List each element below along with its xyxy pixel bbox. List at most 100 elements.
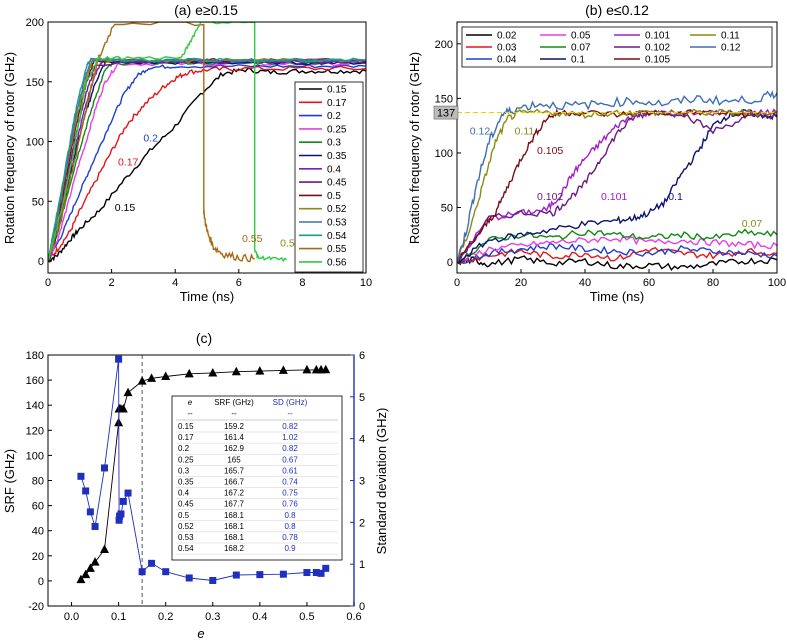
series-annotation: 0.12	[470, 125, 491, 137]
legend-label: 0.02	[497, 31, 517, 42]
legend-label: 0.07	[571, 43, 591, 54]
table-cell: 0.74	[282, 478, 298, 487]
legend-label: 0.105	[645, 55, 670, 66]
y-right-tick-label: 5	[359, 392, 365, 404]
x-tick-label: 0.2	[158, 611, 173, 623]
srf-point	[302, 364, 312, 374]
panel-a-legend-box	[294, 81, 364, 273]
srf-point	[208, 367, 218, 377]
y-tick-label: 50	[32, 196, 44, 208]
series-0_12	[457, 90, 777, 263]
table-header: SD (GHz)	[273, 398, 308, 407]
table-cell: 165.7	[224, 466, 245, 475]
panel-a-legend: 0.15 0.17 0.2 0.25 0.3 0.35 0.4 0.45 0.5 0.52 0.53…	[299, 85, 347, 268]
table-cell: 0.61	[282, 466, 298, 475]
legend-label: 0.4	[327, 164, 341, 175]
panel-a-xlabel: Time (ns)	[180, 289, 234, 304]
sd-point	[322, 564, 330, 572]
series-0_56	[48, 22, 287, 263]
x-tick-label: 60	[643, 277, 655, 289]
srf-point	[99, 544, 109, 554]
y-tick-label: 20	[32, 551, 44, 563]
sd-point	[279, 570, 287, 578]
series-0_05	[457, 234, 777, 264]
x-tick-label: 10	[360, 277, 372, 289]
series-annotation: 0.1	[668, 191, 683, 203]
series-annotation: 0.55	[242, 233, 263, 245]
table-cell: 0.67	[282, 455, 298, 464]
x-tick-label: 100	[768, 277, 786, 289]
x-tick-label: 2	[109, 277, 115, 289]
srf-point	[90, 557, 100, 566]
table-cell: 1.02	[282, 433, 298, 442]
y-tick-label: 150	[26, 77, 44, 89]
table-cell: 0.17	[178, 433, 194, 442]
table-cell: 0.52	[178, 522, 194, 531]
y-tick-label: 0	[38, 256, 44, 268]
table-cell: 168.1	[224, 533, 245, 542]
series-annotation: 0.17	[118, 156, 139, 168]
table-cell: 167.7	[224, 500, 245, 509]
y-right-tick-label: 2	[359, 517, 365, 529]
srf-point	[255, 366, 265, 375]
table-cell: 0.25	[178, 455, 194, 464]
panel-b-ylabel: Rotation frequency of rotor (GHz)	[407, 52, 422, 244]
panel-c-title: (c)	[196, 330, 212, 346]
table-header: e	[188, 398, 193, 407]
series-0_07	[457, 228, 777, 262]
panel-a-series	[48, 22, 366, 263]
legend-label: 0.3	[327, 138, 341, 149]
sd-point	[256, 571, 264, 579]
x-tick-label: 8	[299, 277, 305, 289]
srf-point	[278, 365, 288, 374]
srf-point	[76, 574, 86, 584]
y-tick-label: 180	[26, 350, 44, 362]
sd-point	[86, 508, 94, 516]
series-0_45	[48, 59, 366, 260]
table-cell: 0.54	[178, 544, 194, 553]
table-cell: 0.5	[178, 511, 190, 520]
legend-label: 0.35	[327, 151, 347, 162]
table-cell: 168.1	[224, 522, 245, 531]
legend-label: 0.56	[327, 257, 347, 268]
legend-label: 0.45	[327, 178, 347, 189]
table-cell: 0.53	[178, 533, 194, 542]
sd-point	[148, 559, 156, 567]
series-0_54	[48, 57, 366, 261]
x-tick-label: 0.4	[252, 611, 267, 623]
srf-point	[118, 403, 128, 413]
y-tick-label: 0	[447, 257, 453, 269]
panel-b-reference-badge	[433, 105, 459, 120]
table-units-cell: --	[231, 409, 237, 418]
y-tick-label: 200	[26, 17, 44, 29]
legend-label: 0.12	[721, 43, 741, 54]
panel-b-ticks: 0 20 40 60 80 100 0 50 100 150 200	[435, 39, 787, 289]
legend-label: 0.55	[327, 244, 347, 255]
sd-point	[115, 355, 123, 363]
panel-a-ylabel: Rotation frequency of rotor (GHz)	[2, 52, 17, 244]
table-cell: 0.4	[178, 489, 190, 498]
x-tick-label: 6	[236, 277, 242, 289]
y-tick-label: 60	[32, 501, 44, 513]
table-cell: 168.1	[224, 511, 245, 520]
series-0_55	[48, 22, 255, 263]
series-0_2	[48, 64, 366, 262]
srf-point	[184, 368, 194, 378]
legend-label: 0.04	[497, 55, 517, 66]
y-right-tick-label: 3	[359, 476, 365, 488]
y-tick-label: 80	[32, 476, 44, 488]
table-cell: 0.2	[178, 444, 190, 453]
legend-label: 0.5	[327, 191, 341, 202]
series-0_03	[457, 247, 777, 264]
sd-point	[138, 568, 146, 576]
x-tick-label: 0.3	[205, 611, 220, 623]
y-right-tick-label: 4	[359, 434, 365, 446]
srf-point	[161, 371, 171, 380]
y-tick-label: 0	[38, 576, 44, 588]
table-units-cell: --	[187, 409, 193, 418]
panel-b-frame	[456, 21, 778, 274]
y-right-tick-label: 6	[359, 350, 365, 362]
legend-label: 0.25	[327, 124, 347, 135]
legend-label: 0.11	[721, 31, 740, 42]
